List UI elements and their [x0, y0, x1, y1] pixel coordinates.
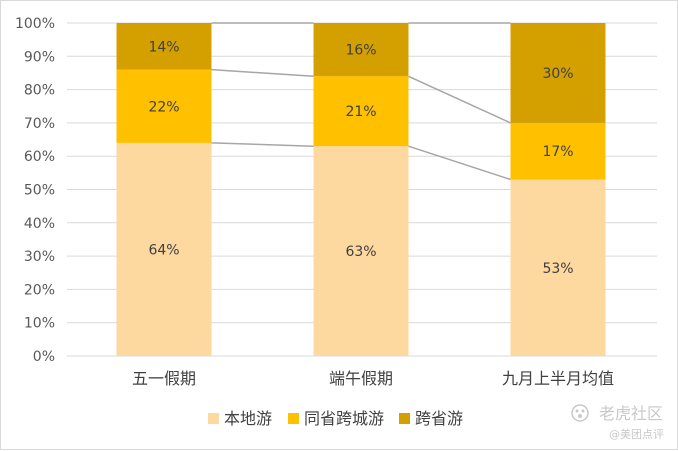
data-label: 22%: [148, 99, 179, 115]
series-line: [211, 68, 314, 78]
y-axis-ticks: 0% 10% 20% 30% 40% 50% 60% 70% 80% 90% 100%: [15, 16, 55, 365]
data-label: 21%: [345, 104, 376, 120]
x-category-label: 端午假期: [329, 369, 393, 388]
paw-icon: [571, 404, 589, 422]
bar-segment: [510, 179, 606, 356]
legend-swatch: [288, 413, 299, 424]
x-category-label: 九月上半月均值: [502, 369, 614, 388]
bar-segment: [313, 76, 409, 147]
data-label: 14%: [148, 39, 179, 55]
data-label: 17%: [542, 144, 573, 160]
y-tick-label: 20%: [24, 282, 55, 298]
y-tick-label: 50%: [24, 183, 55, 199]
data-label: 53%: [542, 261, 573, 277]
data-label: 64%: [148, 242, 179, 258]
y-tick-label: 60%: [24, 149, 55, 165]
y-tick-label: 10%: [24, 316, 55, 332]
series-line: [408, 75, 511, 124]
x-axis-categories: 五一假期 端午假期 九月上半月均值: [132, 369, 614, 388]
bar-segment: [510, 122, 606, 180]
data-label: 16%: [345, 43, 376, 59]
legend-label: 本地游: [224, 409, 272, 428]
legend: 本地游 同省跨城游 跨省游: [208, 409, 463, 428]
y-tick-label: 90%: [24, 49, 55, 65]
bar-segment: [116, 142, 212, 356]
legend-swatch: [208, 413, 219, 424]
y-tick-label: 100%: [15, 16, 55, 32]
watermark-text: 老虎社区: [599, 404, 663, 423]
series-line: [408, 145, 511, 181]
bar-segment: [313, 146, 409, 356]
bar-segment: [116, 69, 212, 143]
y-tick-label: 30%: [24, 249, 55, 265]
bar-segment: [510, 23, 606, 123]
legend-label: 跨省游: [415, 409, 463, 428]
y-tick-label: 80%: [24, 83, 55, 99]
series-line: [211, 142, 314, 147]
data-label: 30%: [542, 66, 573, 82]
bars: [116, 23, 606, 356]
y-tick-label: 0%: [33, 349, 55, 365]
bar-segment: [313, 23, 409, 77]
data-labels: 64% 22% 14% 63% 21% 16% 53% 17% 30%: [148, 39, 573, 276]
series-lines: [211, 22, 511, 181]
watermark-subtext: @美团点评: [609, 428, 664, 441]
watermark: 老虎社区 @美团点评: [571, 404, 664, 441]
y-tick-label: 70%: [24, 116, 55, 132]
legend-swatch: [399, 413, 410, 424]
x-category-label: 五一假期: [132, 369, 196, 388]
y-tick-label: 40%: [24, 216, 55, 232]
bar-segment: [116, 23, 212, 70]
legend-label: 同省跨城游: [304, 409, 384, 428]
data-label: 63%: [345, 244, 376, 260]
